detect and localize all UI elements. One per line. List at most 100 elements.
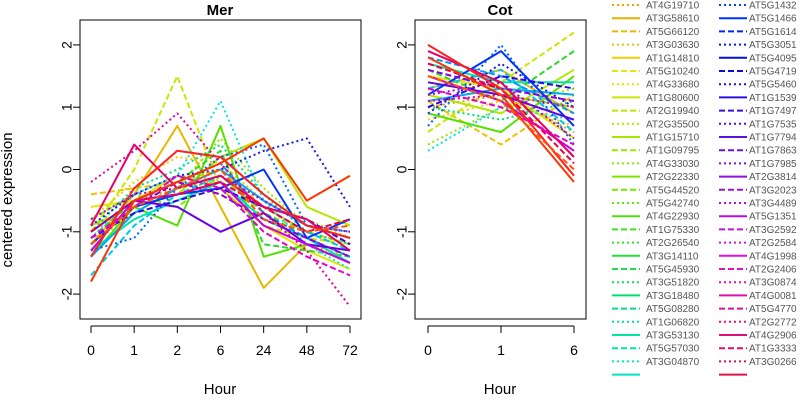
legend-label: AT5G5460: [749, 80, 797, 91]
x-tick-label: 6: [217, 342, 225, 358]
y-axis-mer: -2 -1 0 1 2: [59, 41, 80, 300]
legend-label: AT2G2584: [749, 238, 797, 249]
series-line: [427, 50, 575, 102]
panel-cot: Cot -2 -1 0 1 2 0 1 6 Hour: [394, 2, 587, 398]
legend-label: AT1G75330: [646, 225, 700, 236]
legend-label: AT4G1998: [749, 251, 797, 262]
legend-label: AT1G7863: [749, 146, 797, 157]
legend-label: AT3G18480: [646, 291, 700, 302]
y-tick-label: 1: [59, 103, 75, 111]
series-lines-cot: [427, 31, 575, 183]
legend-label: AT3G04870: [646, 357, 700, 368]
series-line: [427, 56, 575, 183]
legend-label: AT2G35500: [646, 119, 700, 130]
legend-label: AT3G51820: [646, 278, 700, 289]
legend-label: AT5G44520: [646, 185, 700, 196]
x-axis-title-mer: Hour: [204, 381, 237, 398]
series-line: [427, 50, 575, 127]
x-tick-label: 1: [497, 342, 505, 358]
legend-label: AT2G2772: [749, 317, 797, 328]
legend-label: AT5G4719: [749, 67, 797, 78]
legend-label: AT3G53130: [646, 331, 700, 342]
legend-label: AT5G42740: [646, 199, 700, 210]
series-line: [90, 143, 351, 252]
y-tick-label: 2: [59, 41, 75, 49]
legend-label: AT1G3333: [749, 344, 797, 355]
legend-label: AT2G26540: [646, 238, 700, 249]
x-axis-cot: 0 1 6: [424, 325, 578, 358]
legend-label: AT5G1614: [749, 27, 797, 38]
series-line: [427, 31, 575, 133]
legend-label: AT3G03630: [646, 40, 700, 51]
legend-label: AT5G3051: [749, 40, 797, 51]
panel-title-cot: Cot: [488, 2, 513, 19]
x-tick-label: 48: [299, 342, 315, 358]
legend-label: AT4G33030: [646, 159, 700, 170]
x-tick-label: 1: [130, 342, 138, 358]
legend-label: AT1G09795: [646, 146, 700, 157]
legend-label: AT1G15710: [646, 133, 700, 144]
x-tick-label: 2: [173, 342, 181, 358]
series-line: [427, 81, 575, 140]
y-tick-label: -2: [394, 288, 410, 301]
series-lines-mer: [90, 75, 351, 308]
series-line: [90, 75, 351, 246]
x-tick-label: 24: [256, 342, 272, 358]
legend-label: AT4G2906: [749, 331, 797, 342]
legend-label: AT1G14810: [646, 53, 700, 64]
y-tick-label: -1: [394, 225, 410, 238]
legend-label: AT1G80600: [646, 93, 700, 104]
legend-label: AT1G7535: [749, 119, 797, 130]
legend-label: AT3G2023: [749, 185, 797, 196]
y-tick-label: -2: [59, 288, 75, 301]
series-line: [90, 149, 351, 258]
x-tick-label: 0: [424, 342, 432, 358]
x-tick-label: 6: [570, 342, 578, 358]
series-line: [90, 187, 351, 246]
legend-label: AT3G0874: [749, 278, 797, 289]
legend-label: AT4G22930: [646, 212, 700, 223]
series-line: [90, 168, 351, 246]
series-line: [90, 137, 351, 227]
legend: AT4G19710 AT3G58610 AT5G66120 AT3G03630 AT1G…: [612, 1, 797, 376]
legend-label: AT5G45930: [646, 265, 700, 276]
series-line: [427, 75, 575, 109]
legend-label: AT5G66120: [646, 27, 700, 38]
legend-label: AT1G06820: [646, 317, 700, 328]
legend-label: AT5G08280: [646, 304, 700, 315]
legend-label: AT3G14110: [646, 251, 699, 262]
series-line: [427, 75, 575, 134]
series-line: [427, 75, 575, 171]
legend-label: AT3G4489: [749, 199, 797, 210]
legend-label: AT2G3814: [749, 172, 797, 183]
legend-label: AT2G2406: [749, 265, 797, 276]
series-line: [427, 62, 575, 115]
y-tick-label: 0: [394, 165, 410, 173]
legend-label: AT5G4770: [749, 304, 797, 315]
series-line: [90, 137, 351, 283]
legend-label: AT4G0081: [749, 291, 797, 302]
legend-label: AT1G7794: [749, 133, 797, 144]
legend-label: AT3G58610: [646, 14, 700, 25]
y-tick-label: -1: [59, 225, 75, 238]
y-axis-title: centered expression: [0, 132, 16, 267]
y-tick-label: 1: [394, 103, 410, 111]
x-tick-label: 0: [87, 342, 95, 358]
legend-label: AT1G7497: [749, 106, 797, 117]
legend-label: AT5G1466: [749, 14, 797, 25]
legend-label: AT2G22330: [646, 172, 700, 183]
legend-label: AT1G7985: [749, 159, 797, 170]
legend-label: AT5G57030: [646, 344, 700, 355]
x-tick-label: 72: [342, 342, 358, 358]
x-axis-mer: 0 1 2 6 24 48 72: [87, 325, 358, 358]
panel-mer: Mer -2 -1 0 1 2 0 1 2 6 24 48 72 Hour: [59, 2, 362, 398]
legend-label: AT3G0266: [749, 357, 797, 368]
legend-label: AT2G19940: [646, 106, 700, 117]
legend-label: AT5G1432: [749, 1, 797, 12]
x-axis-title-cot: Hour: [484, 381, 517, 398]
legend-label: AT5G10240: [646, 67, 700, 78]
legend-label: AT1G1539: [749, 93, 797, 104]
y-axis-cot: -2 -1 0 1 2: [394, 41, 415, 300]
series-line: [90, 174, 351, 277]
